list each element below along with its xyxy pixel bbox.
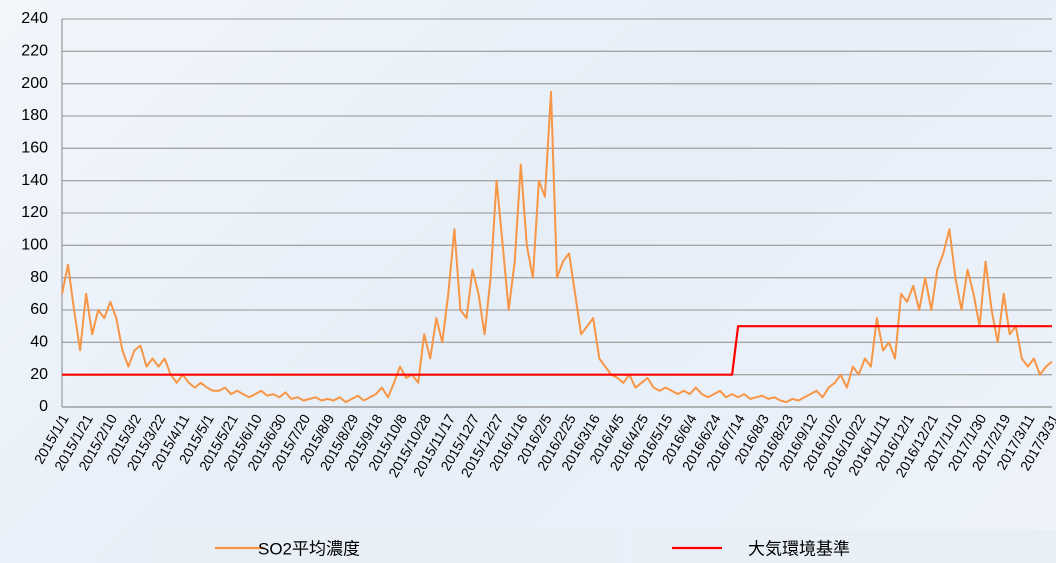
y-tick-label: 20 [30,366,48,383]
legend-box [632,530,1056,563]
y-tick-label: 140 [21,172,48,189]
y-tick-label: 240 [21,10,48,27]
data-line [61,90,1053,404]
y-tick-label: 60 [30,301,48,318]
y-tick-label: 100 [21,237,48,254]
y-tick-label: 120 [21,204,48,221]
y-tick-label: 160 [21,140,48,157]
data-line [62,325,1052,376]
y-tick-label: 80 [30,269,48,286]
y-tick-label: 220 [21,43,48,60]
y-tick-label: 40 [30,334,48,351]
y-tick-label: 0 [39,398,48,415]
y-tick-label: 200 [21,75,48,92]
legend-box [150,530,618,563]
legend-label: SO2平均濃度 [258,539,360,558]
legend-label: 大気環境基準 [748,539,850,558]
y-tick-label: 180 [21,107,48,124]
